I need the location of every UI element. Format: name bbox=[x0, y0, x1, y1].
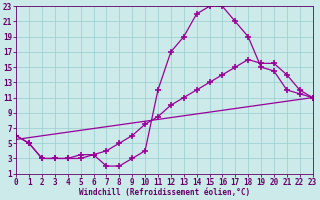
X-axis label: Windchill (Refroidissement éolien,°C): Windchill (Refroidissement éolien,°C) bbox=[79, 188, 250, 197]
